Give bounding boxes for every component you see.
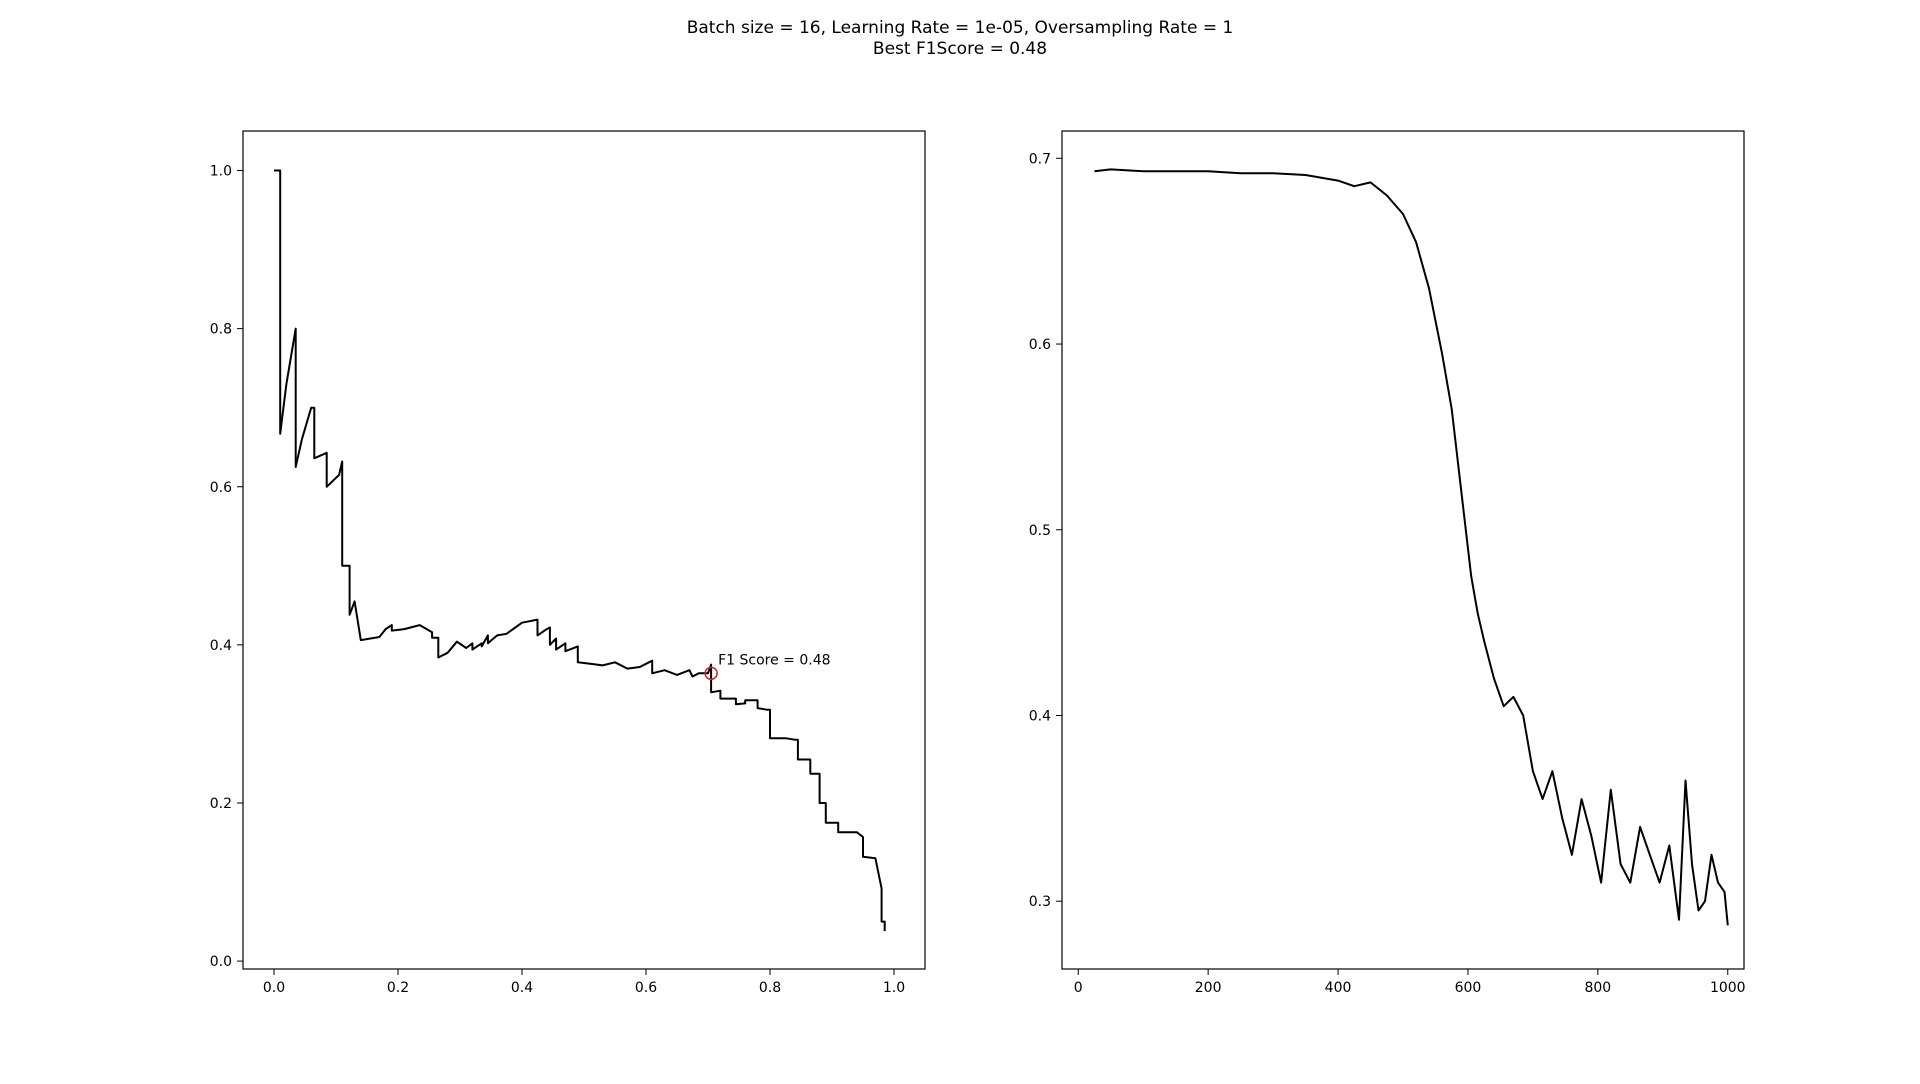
precision-recall-annotation-label: F1 Score = 0.48 (718, 652, 830, 668)
loss-curve-axes-frame (1061, 130, 1745, 970)
precision-recall-y-tick-label-2: 0.4 (210, 638, 232, 654)
loss-curve-y-tick-label-1: 0.4 (1029, 708, 1051, 724)
precision-recall-x-tick-label-4: 0.8 (759, 980, 781, 996)
loss-curve-panel: 0 200 400 600 800 1000 0.3 0.4 0.5 0.6 0.7 (1029, 130, 1746, 996)
loss-curve-x-tick-label-2: 400 (1325, 980, 1352, 996)
precision-recall-y-tick-label-5: 1.0 (210, 164, 232, 180)
figure-title-line-1: Batch size = 16, Learning Rate = 1e-05, … (686, 18, 1234, 38)
precision-recall-y-tick-label-3: 0.6 (210, 480, 232, 496)
loss-curve-x-tick-label-4: 800 (1584, 980, 1611, 996)
precision-recall-panel: 0.0 0.2 0.4 0.6 0.8 1.0 0.0 0.2 0.4 0.6 0.8 1.0 F1 S… (210, 130, 926, 996)
precision-recall-y-tick-label-0: 0.0 (210, 954, 232, 970)
loss-curve-x-tick-label-5: 1000 (1710, 980, 1746, 996)
loss-curve-y-tick-label-4: 0.7 (1029, 151, 1051, 167)
precision-recall-best-point-marker (704, 666, 718, 681)
precision-recall-y-tick-label-1: 0.2 (210, 796, 232, 812)
precision-recall-x-tick-label-1: 0.2 (387, 980, 409, 996)
loss-curve-series-line-0 (1094, 168, 1729, 926)
precision-recall-x-tick-label-3: 0.6 (635, 980, 657, 996)
loss-curve-y-tick-label-2: 0.5 (1029, 523, 1051, 539)
precision-recall-series-line-0 (274, 169, 886, 932)
loss-curve-x-tick-label-3: 600 (1455, 980, 1482, 996)
loss-curve-x-tick-label-1: 200 (1195, 980, 1222, 996)
loss-curve-x-tick-label-0: 0 (1074, 980, 1083, 996)
precision-recall-x-tick-label-2: 0.4 (511, 980, 533, 996)
figure-title-line-2: Best F1Score = 0.48 (872, 39, 1048, 59)
loss-curve-y-tick-label-3: 0.6 (1029, 337, 1051, 353)
loss-curve-y-tick-label-0: 0.3 (1029, 894, 1051, 910)
precision-recall-y-tick-label-4: 0.8 (210, 322, 232, 338)
precision-recall-axes-frame (242, 130, 926, 970)
figure-title: Batch size = 16, Learning Rate = 1e-05, … (0, 18, 1920, 60)
precision-recall-x-tick-label-5: 1.0 (883, 980, 905, 996)
precision-recall-x-tick-label-0: 0.0 (263, 980, 285, 996)
